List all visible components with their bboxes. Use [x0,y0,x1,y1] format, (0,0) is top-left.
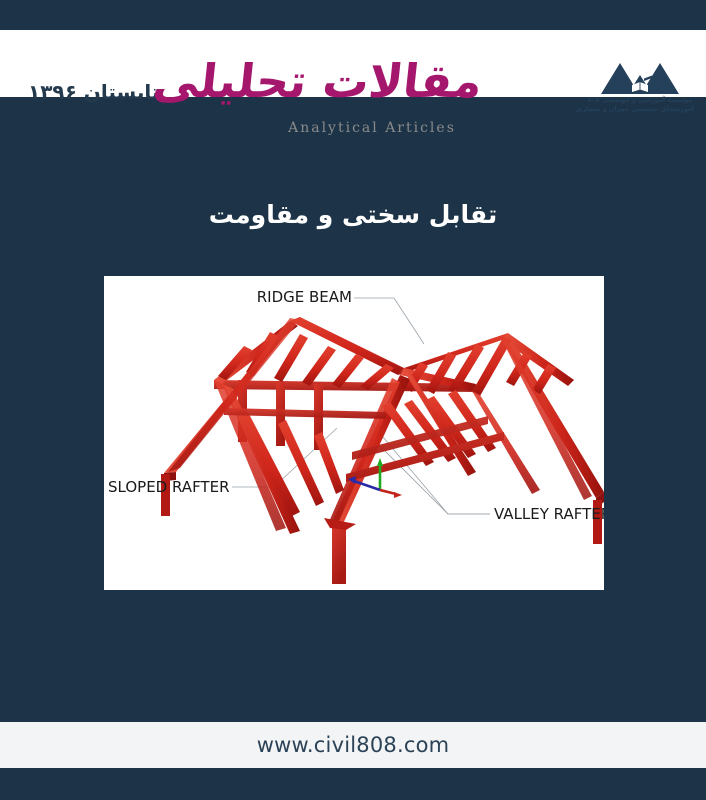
footer-bar: www.civil808.com [0,722,706,768]
header-bar: تابستان ۱۳۹۶ مقالات تحلیلی Analytical Ar… [0,30,706,136]
organization-name: موسسه آموزشی و مهندسی ۸۰۸ آموزشجای تخصصی… [576,96,694,114]
roof-truss-diagram: RIDGE BEAM SLOPED RAFTER VALLEY RAFTER [108,288,604,584]
truss-structure [161,317,604,584]
label-sloped-rafter: SLOPED RAFTER [108,478,230,496]
brand-subtitle: Analytical Articles [288,120,456,136]
website-url[interactable]: www.civil808.com [256,733,450,757]
organization-line-2: آموزشجای تخصصی عمران و معماری [576,105,694,113]
brand-script-title: مقالات تحلیلی [150,54,485,108]
mountain-book-logo-icon [601,63,679,94]
brand-logo: مقالات تحلیلی Analytical Articles [151,46,485,138]
page-title: تقابل سختی و مقاومت [208,200,498,229]
figure-panel: RIDGE BEAM SLOPED RAFTER VALLEY RAFTER [104,276,604,590]
organization-line-1: موسسه آموزشی و مهندسی ۸۰۸ [587,96,693,104]
xyz-axis-triad-icon [348,458,402,498]
issue-date-label: تابستان ۱۳۹۶ [28,80,160,104]
label-valley-rafter: VALLEY RAFTER [494,505,604,523]
label-ridge-beam: RIDGE BEAM [257,288,352,306]
organization-logo: موسسه آموزشی و مهندسی ۸۰۸ آموزشجای تخصصی… [576,60,694,122]
